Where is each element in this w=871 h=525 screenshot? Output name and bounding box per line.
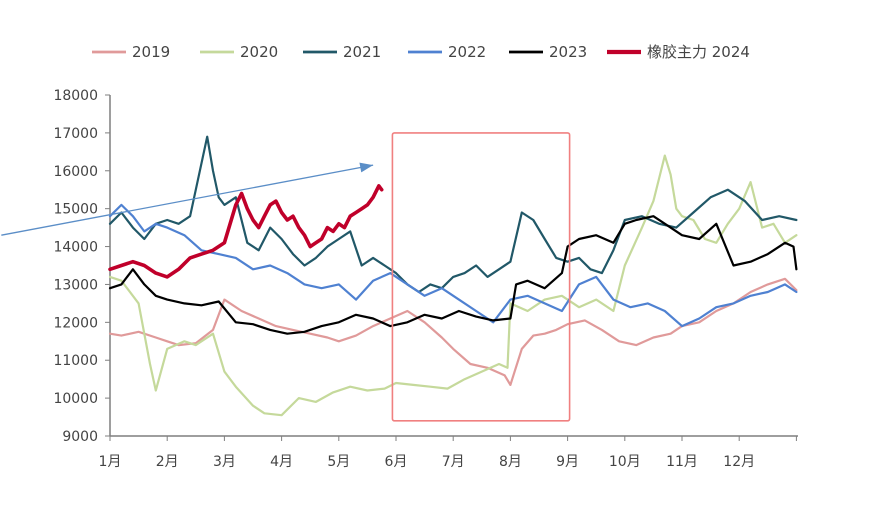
y-tick-label: 10000 [53, 391, 98, 407]
series-line-橡胶主力-2024 [108, 184, 384, 279]
legend-label: 2022 [448, 43, 486, 61]
y-tick-label: 17000 [53, 126, 98, 142]
y-tick-label: 14000 [53, 240, 98, 256]
y-tick-label: 11000 [53, 353, 98, 369]
arrow-line [1, 164, 374, 236]
x-tick-label: 3月 [213, 454, 236, 470]
x-tick-label: 4月 [270, 454, 293, 470]
x-tick-label: 2月 [156, 454, 179, 470]
y-tick-label: 9000 [62, 429, 98, 445]
x-tick-label: 8月 [499, 454, 522, 470]
legend-label: 橡胶主力 2024 [647, 43, 750, 61]
y-tick-label: 18000 [53, 88, 98, 104]
y-axis: 18000 17000 16000 15000 14000 13000 12000 11000… [53, 88, 111, 445]
y-tick-label: 13000 [53, 277, 98, 293]
x-axis: 1月 2月 3月 4月 5月 6月 7月 8月 9月 10月 11月 12月 [99, 435, 798, 470]
series-line-2020 [108, 154, 798, 417]
arrow-head [359, 162, 374, 173]
x-tick-label: 5月 [327, 454, 350, 470]
y-tick-label: 16000 [53, 164, 98, 180]
y-tick-label: 15000 [53, 202, 98, 218]
annotation-layer [1, 132, 571, 422]
x-tick-label: 9月 [556, 454, 579, 470]
x-tick-label: 7月 [442, 454, 465, 470]
legend: 2019 2020 2021 2022 2023 橡胶主力 2024 [92, 43, 750, 61]
x-tick-label: 1月 [99, 454, 122, 470]
legend-label: 2021 [343, 43, 381, 61]
x-tick-label: 11月 [666, 454, 698, 470]
x-tick-label: 10月 [609, 454, 641, 470]
legend-label: 2023 [549, 43, 587, 61]
series-layer [108, 135, 798, 417]
legend-label: 2020 [240, 43, 278, 61]
series-line-2019 [108, 277, 798, 386]
x-tick-label: 6月 [385, 454, 408, 470]
y-tick-label: 12000 [53, 315, 98, 331]
series-line-2022 [108, 203, 798, 328]
series-line-2023 [108, 215, 798, 335]
legend-label: 2019 [132, 43, 170, 61]
x-tick-label: 12月 [723, 454, 755, 470]
highlight-box [391, 132, 571, 422]
